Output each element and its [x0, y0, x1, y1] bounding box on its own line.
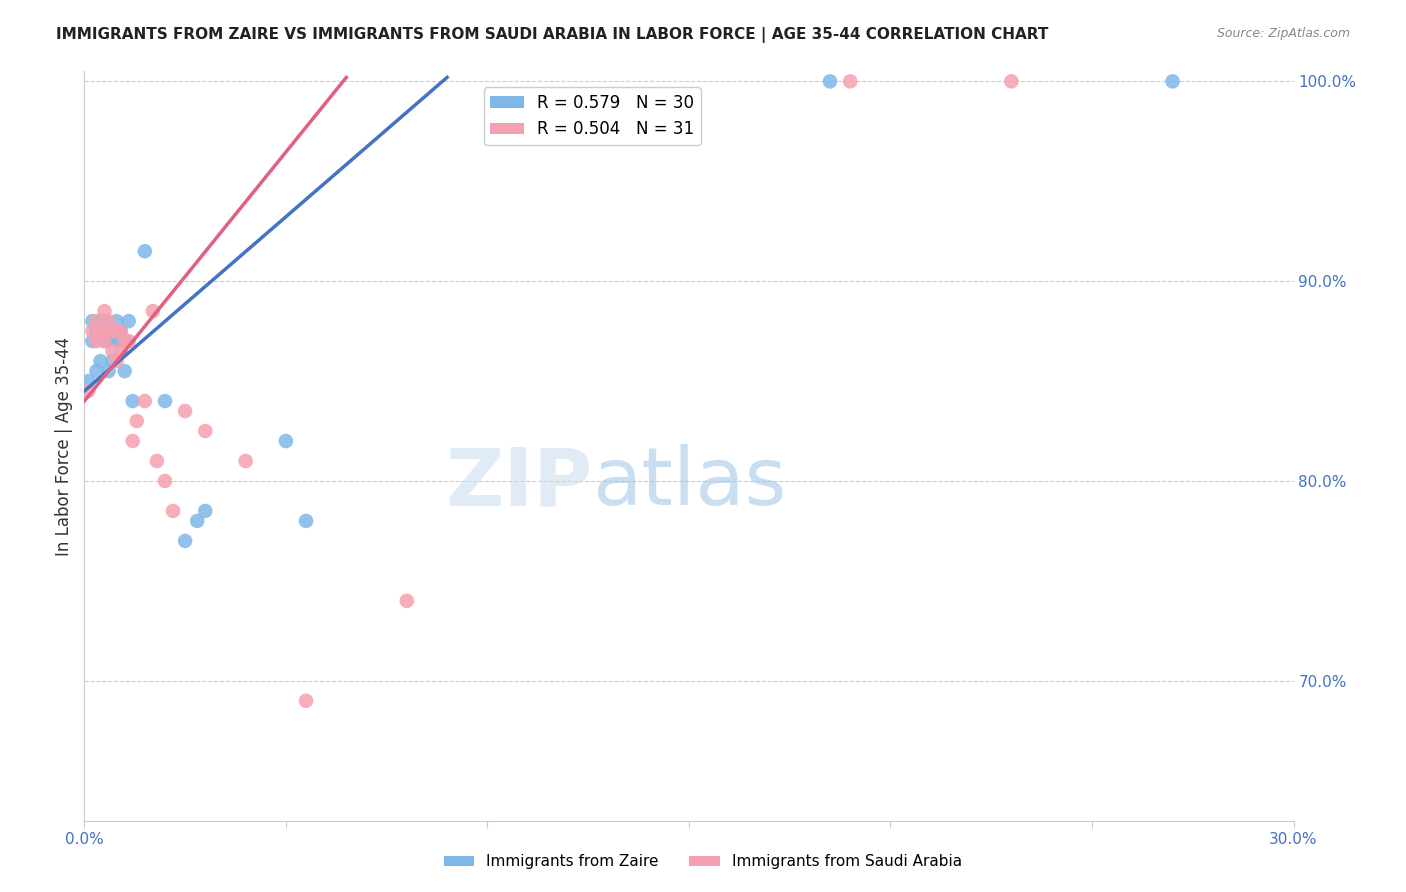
Point — [114, 334, 136, 348]
Legend: Immigrants from Zaire, Immigrants from Saudi Arabia: Immigrants from Zaire, Immigrants from S… — [437, 848, 969, 875]
Point — [121, 394, 143, 409]
Point — [153, 474, 176, 488]
Point — [101, 344, 124, 359]
Point — [186, 514, 208, 528]
Point — [93, 314, 115, 328]
Point — [93, 334, 115, 348]
Point — [97, 314, 120, 328]
Point — [818, 74, 841, 88]
Point — [110, 324, 132, 338]
Point — [162, 504, 184, 518]
Point — [86, 364, 108, 378]
Point — [839, 74, 862, 88]
Point — [110, 324, 132, 338]
Point — [295, 514, 318, 528]
Point — [110, 334, 132, 348]
Point — [174, 404, 197, 418]
Point — [82, 334, 104, 348]
Point — [114, 334, 136, 348]
Legend: R = 0.579   N = 30, R = 0.504   N = 31: R = 0.579 N = 30, R = 0.504 N = 31 — [484, 87, 700, 145]
Point — [89, 324, 111, 338]
Point — [105, 334, 128, 348]
Point — [274, 434, 297, 448]
Point — [82, 324, 104, 338]
Point — [174, 533, 197, 548]
Point — [97, 364, 120, 378]
Point — [118, 314, 141, 328]
Point — [101, 354, 124, 368]
Point — [105, 314, 128, 328]
Point — [395, 594, 418, 608]
Point — [235, 454, 257, 468]
Point — [1000, 74, 1022, 88]
Point — [295, 694, 318, 708]
Point — [125, 414, 148, 428]
Point — [82, 314, 104, 328]
Point — [101, 324, 124, 338]
Point — [86, 324, 108, 338]
Point — [194, 424, 217, 438]
Point — [142, 304, 165, 318]
Point — [89, 354, 111, 368]
Point — [105, 354, 128, 368]
Point — [77, 374, 100, 388]
Point — [134, 244, 156, 259]
Point — [93, 304, 115, 318]
Point — [114, 364, 136, 378]
Point — [89, 314, 111, 328]
Point — [146, 454, 169, 468]
Point — [194, 504, 217, 518]
Point — [134, 394, 156, 409]
Point — [93, 334, 115, 348]
Point — [153, 394, 176, 409]
Point — [110, 344, 132, 359]
Text: IMMIGRANTS FROM ZAIRE VS IMMIGRANTS FROM SAUDI ARABIA IN LABOR FORCE | AGE 35-44: IMMIGRANTS FROM ZAIRE VS IMMIGRANTS FROM… — [56, 27, 1049, 43]
Y-axis label: In Labor Force | Age 35-44: In Labor Force | Age 35-44 — [55, 336, 73, 556]
Point — [121, 434, 143, 448]
Point — [97, 334, 120, 348]
Point — [101, 324, 124, 338]
Point — [105, 324, 128, 338]
Point — [97, 324, 120, 338]
Point — [86, 314, 108, 328]
Point — [1161, 74, 1184, 88]
Text: atlas: atlas — [592, 444, 786, 523]
Point — [86, 334, 108, 348]
Text: ZIP: ZIP — [444, 444, 592, 523]
Point — [77, 384, 100, 398]
Text: Source: ZipAtlas.com: Source: ZipAtlas.com — [1216, 27, 1350, 40]
Point — [118, 334, 141, 348]
